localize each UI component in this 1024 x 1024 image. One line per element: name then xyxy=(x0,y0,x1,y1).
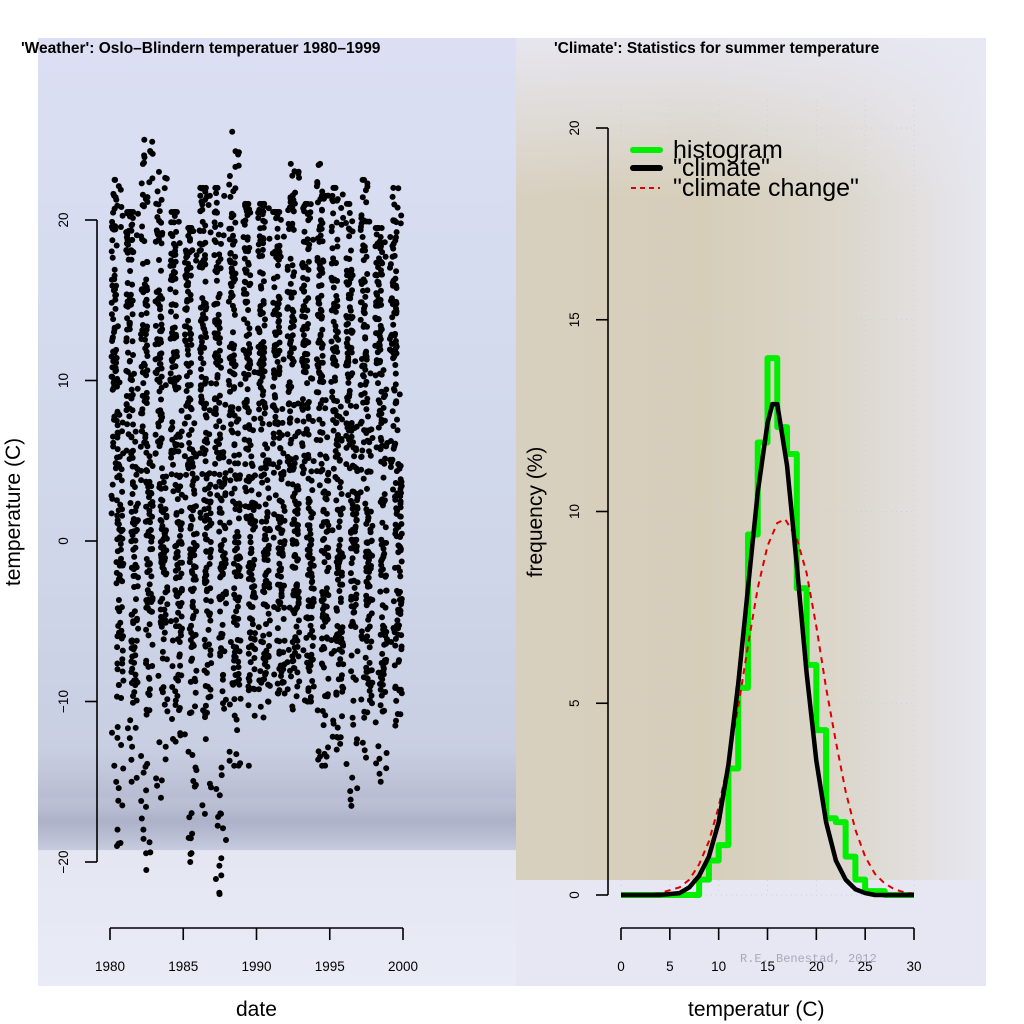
x-tick-label: 15 xyxy=(760,959,775,974)
left-axes: −20 −10 0 10 20 1980 1985 1990 1995 2000 xyxy=(56,212,418,974)
x-tick-label: 1990 xyxy=(241,959,271,974)
y-tick-label: 10 xyxy=(56,373,71,388)
x-tick-label: 1980 xyxy=(95,959,125,974)
y-tick-label: 5 xyxy=(567,699,582,707)
x-tick-label: 25 xyxy=(858,959,873,974)
x-tick-label: 30 xyxy=(906,959,921,974)
y-tick-label: 0 xyxy=(56,537,71,545)
right-series xyxy=(621,355,915,898)
left-chart-title: 'Weather': Oslo–Blindern temperatuer 198… xyxy=(21,40,381,57)
y-tick-label: −10 xyxy=(56,690,71,713)
y-tick-label: 10 xyxy=(567,504,582,519)
right-axes: 0 5 10 15 20 0 5 10 15 20 25 30 xyxy=(567,120,922,974)
x-tick-label: 10 xyxy=(711,959,726,974)
legend-item-label: "climate change" xyxy=(673,174,859,202)
legend-item-label: "climate" xyxy=(673,154,770,182)
y-tick-label: 0 xyxy=(567,891,582,899)
legend-item-label: histogram xyxy=(673,136,783,164)
y-tick-label: −20 xyxy=(56,851,71,874)
x-tick-label: 0 xyxy=(617,959,625,974)
left-scatter-points xyxy=(108,128,405,898)
x-tick-label: 2000 xyxy=(388,959,418,974)
right-panel-fade xyxy=(516,38,986,198)
y-tick-label: 20 xyxy=(567,120,582,135)
left-x-axis-label: date xyxy=(236,998,277,1021)
x-tick-label: 20 xyxy=(809,959,824,974)
right-grid xyxy=(620,100,915,896)
right-x-axis-label: temperatur (C) xyxy=(688,998,825,1021)
x-tick-label: 1985 xyxy=(168,959,198,974)
x-tick-label: 1995 xyxy=(315,959,345,974)
y-tick-label: 15 xyxy=(567,312,582,327)
x-tick-label: 5 xyxy=(666,959,674,974)
watermark-text: R.E. Benestad, 2012 xyxy=(740,952,877,966)
y-tick-label: 20 xyxy=(56,212,71,227)
legend: histogram"climate""climate change" xyxy=(630,136,859,202)
right-chart-title: 'Climate': Statistics for summer tempera… xyxy=(554,40,880,57)
